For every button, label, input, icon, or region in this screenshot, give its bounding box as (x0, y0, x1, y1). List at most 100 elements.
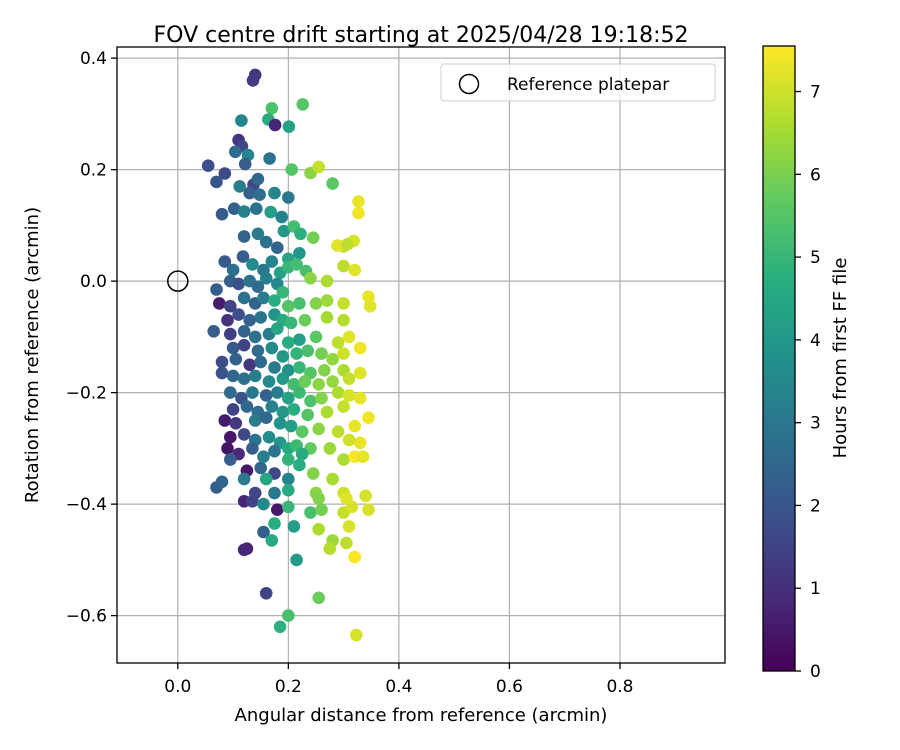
data-point (295, 447, 309, 461)
data-point (362, 503, 375, 516)
data-point (233, 180, 246, 193)
data-point (235, 114, 248, 127)
legend-label-reference: Reference platepar (507, 75, 669, 95)
data-point (249, 202, 263, 215)
data-point (253, 188, 266, 201)
data-point (304, 272, 317, 285)
data-point (215, 366, 229, 380)
data-point (341, 238, 354, 251)
data-point (282, 483, 295, 497)
y-tick-label: −0.6 (66, 607, 107, 627)
data-point (224, 430, 237, 444)
data-point (298, 313, 312, 327)
y-axis-label: Rotation from reference (arcmin) (22, 207, 43, 503)
data-point (362, 411, 375, 425)
data-point (326, 352, 339, 366)
colorbar-tick-label: 7 (810, 83, 821, 103)
data-point (237, 325, 251, 338)
data-point (273, 620, 287, 634)
data-point (215, 475, 229, 489)
x-tick-label: 0.6 (496, 677, 523, 697)
data-point (293, 247, 306, 260)
data-point (276, 286, 290, 299)
data-point (251, 172, 265, 186)
data-point (337, 400, 350, 413)
data-point (259, 472, 273, 486)
data-point (262, 375, 276, 388)
data-point (282, 453, 295, 466)
data-point (342, 330, 356, 344)
data-point (232, 308, 245, 321)
data-point (352, 195, 365, 208)
data-point (298, 375, 312, 388)
data-point (264, 205, 278, 219)
data-point (246, 442, 259, 455)
data-point (265, 534, 279, 547)
data-point (337, 347, 350, 360)
x-tick-label: 0.0 (164, 677, 191, 697)
x-tick-label: 0.8 (606, 677, 633, 697)
gridlines (117, 47, 725, 663)
data-point (356, 450, 370, 464)
data-point (342, 372, 356, 386)
data-point (276, 350, 290, 363)
data-point (248, 414, 262, 427)
data-point (243, 186, 256, 200)
data-point (268, 517, 281, 530)
data-point (345, 500, 359, 514)
data-point (248, 369, 262, 383)
data-point (323, 442, 337, 455)
data-point (340, 536, 353, 550)
data-point (246, 258, 259, 271)
plot-frame (116, 46, 726, 664)
data-point (218, 255, 232, 268)
data-point (259, 272, 273, 285)
data-point (359, 489, 373, 503)
colorbar-label: Hours from first FF file (830, 258, 851, 459)
data-point (353, 391, 367, 405)
data-point (348, 419, 362, 433)
colorbar-tick-label: 2 (810, 496, 821, 516)
data-point (265, 341, 279, 355)
data-point (224, 299, 237, 313)
data-point (218, 414, 232, 427)
data-point (326, 375, 339, 388)
data-point (254, 311, 267, 324)
data-point (226, 341, 240, 355)
data-point (243, 358, 256, 372)
data-point (285, 163, 299, 176)
data-point (229, 352, 243, 366)
data-point (306, 467, 320, 480)
data-point (318, 364, 331, 377)
data-point (282, 120, 296, 133)
data-point (284, 419, 298, 433)
data-point (293, 297, 306, 310)
colorbar-tick-label: 4 (810, 331, 821, 351)
data-point (237, 291, 251, 305)
data-point (348, 263, 362, 277)
data-point (353, 366, 367, 380)
data-point (337, 259, 350, 273)
data-point (237, 338, 251, 352)
data-point (226, 369, 240, 383)
data-point (337, 453, 350, 466)
legend-box (440, 63, 716, 102)
data-point (304, 506, 317, 519)
data-point (257, 450, 270, 464)
data-point (282, 191, 295, 204)
data-point (248, 330, 262, 344)
data-point (363, 299, 377, 313)
data-point (254, 461, 267, 475)
data-point (282, 472, 295, 486)
data-point (315, 391, 328, 405)
data-point (232, 277, 245, 291)
x-tick-label: 0.4 (385, 677, 412, 697)
data-point (306, 231, 320, 244)
data-point (293, 458, 306, 472)
data-point (262, 430, 276, 444)
data-point (282, 299, 295, 313)
data-point (301, 408, 315, 422)
data-point (277, 224, 291, 238)
data-point (282, 336, 295, 349)
